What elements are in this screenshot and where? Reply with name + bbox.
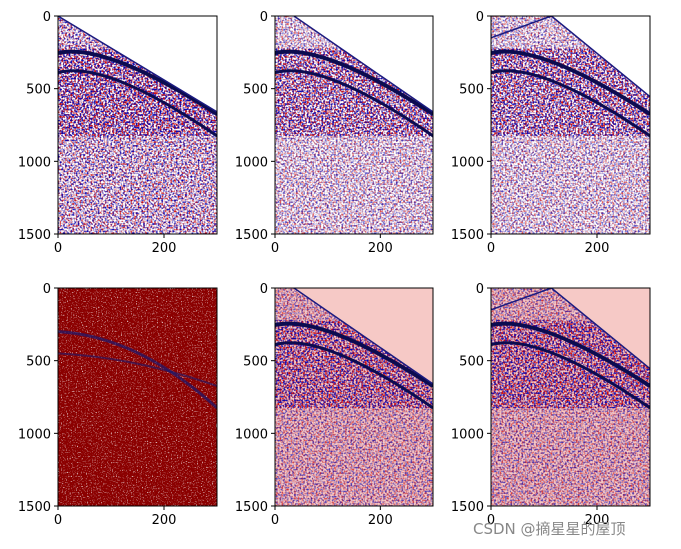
y-tick-label: 1000	[235, 427, 268, 442]
y-tick-label: 500	[459, 355, 484, 370]
reflector	[58, 49, 217, 116]
x-tick-label: 0	[271, 513, 279, 528]
direct-wave	[550, 288, 650, 370]
y-tick-label: 1000	[235, 155, 268, 170]
y-tick-label: 0	[476, 10, 484, 25]
y-tick-label: 0	[476, 282, 484, 297]
direct-wave	[550, 16, 650, 98]
signal	[491, 16, 650, 234]
x-tick-label: 200	[368, 241, 393, 256]
reflector	[491, 69, 650, 138]
reflector	[491, 49, 650, 116]
reflector	[491, 321, 650, 388]
y-tick-label: 1500	[235, 500, 268, 515]
signal	[491, 288, 650, 506]
direct-wave	[58, 16, 217, 113]
direct-wave	[491, 16, 552, 39]
x-tick-label: 200	[152, 513, 177, 528]
y-tick-label: 1500	[18, 228, 51, 243]
x-tick-label: 200	[368, 513, 393, 528]
y-tick-label: 500	[243, 83, 268, 98]
image	[491, 16, 650, 234]
image	[58, 16, 217, 234]
reflector	[275, 321, 433, 388]
x-tick-label: 0	[271, 241, 279, 256]
y-tick-label: 1000	[451, 427, 484, 442]
y-tick-label: 500	[459, 83, 484, 98]
reflector	[275, 49, 433, 116]
y-tick-label: 500	[26, 83, 51, 98]
image	[275, 16, 433, 234]
x-tick-label: 200	[585, 513, 610, 528]
x-tick-label: 0	[487, 241, 495, 256]
x-tick-label: 0	[54, 513, 62, 528]
axes-frame	[57, 15, 218, 235]
y-tick-label: 0	[43, 10, 51, 25]
y-tick-label: 1500	[451, 500, 484, 515]
y-tick-label: 0	[260, 282, 268, 297]
x-tick-label: 200	[585, 241, 610, 256]
x-tick-label: 0	[487, 513, 495, 528]
reflector	[491, 341, 650, 410]
direct-wave	[293, 288, 433, 385]
y-tick-label: 0	[43, 282, 51, 297]
image	[491, 288, 650, 506]
axes-frame	[274, 287, 434, 507]
y-tick-label: 500	[243, 355, 268, 370]
y-tick-label: 0	[260, 10, 268, 25]
axes-frame	[57, 287, 218, 507]
y-tick-label: 1000	[451, 155, 484, 170]
watermark: CSDN @摘星星的屋顶	[473, 520, 626, 538]
direct-wave	[491, 288, 552, 311]
reflector	[58, 352, 217, 388]
reflector	[58, 69, 217, 138]
y-tick-label: 500	[26, 355, 51, 370]
reflector	[275, 69, 433, 138]
x-tick-label: 0	[54, 241, 62, 256]
reflector	[58, 330, 217, 410]
x-tick-label: 200	[152, 241, 177, 256]
y-tick-label: 1500	[451, 228, 484, 243]
y-tick-label: 1000	[18, 155, 51, 170]
axes-frame	[490, 287, 651, 507]
y-tick-label: 1500	[235, 228, 268, 243]
y-tick-label: 1000	[18, 427, 51, 442]
image-noise	[58, 288, 217, 506]
reflector	[275, 341, 433, 410]
direct-wave	[293, 16, 433, 113]
axes-frame	[490, 15, 651, 235]
axes-frame	[274, 15, 434, 235]
y-tick-label: 1500	[18, 500, 51, 515]
image	[58, 288, 217, 506]
image	[275, 288, 433, 506]
